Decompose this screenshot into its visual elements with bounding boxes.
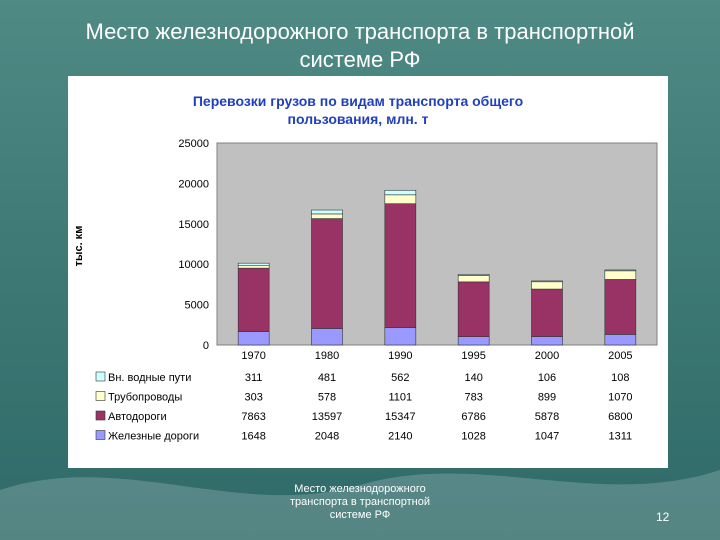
y-tick-label: 5000 — [185, 300, 209, 312]
y-tick-label: 25000 — [178, 138, 209, 150]
table-cell-value: 1070 — [608, 392, 632, 404]
bar-segment — [457, 274, 490, 276]
table-cell-value: 7863 — [241, 411, 265, 423]
bar-segment — [457, 281, 490, 337]
bar-segment — [457, 275, 490, 283]
bar-segment — [531, 288, 563, 337]
legend-swatch — [95, 371, 106, 382]
x-tick-label: 1980 — [315, 350, 339, 362]
background-wave — [0, 470, 720, 540]
table-cell-value: 6786 — [461, 411, 485, 423]
legend-label: Вн. водные пути — [108, 372, 191, 384]
table-cell-value: 1101 — [389, 392, 413, 404]
legend-swatch — [95, 430, 106, 440]
table-cell-value: 311 — [245, 372, 263, 384]
table-cell-value: 481 — [318, 372, 336, 384]
bar-segment — [311, 218, 343, 329]
slide-title-line2: системе РФ — [299, 47, 421, 72]
bar-segment — [311, 213, 343, 219]
y-tick-label: 20000 — [178, 178, 209, 190]
x-tick-label: 2005 — [608, 350, 632, 362]
table-cell-value: 1028 — [461, 431, 485, 443]
y-tick-label: 10000 — [178, 259, 209, 271]
bar-segment — [384, 194, 417, 205]
table-cell-value: 783 — [464, 392, 482, 404]
y-tick-label: 15000 — [178, 219, 209, 231]
table-cell-value: 108 — [611, 372, 629, 384]
bar-segment — [384, 327, 417, 346]
legend-label: Железные дороги — [108, 431, 199, 443]
bar-segment — [384, 189, 417, 196]
slide-title-line1: Место железнодорожного транспорта в тран… — [85, 19, 635, 44]
bar-segment — [384, 203, 417, 329]
bar-segment — [311, 209, 343, 215]
y-tick-label: 0 — [203, 340, 209, 352]
table-cell-value: 15347 — [385, 411, 416, 423]
chart-title-line2: пользования, млн. т — [288, 111, 429, 127]
legend-swatch — [95, 410, 106, 421]
chart-title-line1: Перевозки грузов по видам транспорта общ… — [193, 93, 523, 109]
table-cell-value: 13597 — [312, 411, 343, 423]
chart: Перевозки грузов по видам транспорта общ… — [73, 93, 658, 443]
plot-area — [216, 142, 658, 346]
bar-segment — [531, 281, 563, 290]
table-cell-value: 2140 — [388, 431, 412, 443]
bar-segment — [604, 269, 637, 272]
bar-segment — [604, 334, 637, 346]
bar-segment — [531, 280, 563, 283]
bar-segment — [604, 279, 637, 335]
x-tick-label: 1995 — [461, 350, 485, 362]
table-cell-value: 106 — [538, 372, 556, 384]
table-cell-value: 303 — [244, 392, 262, 404]
y-axis-label: тыс. км — [73, 226, 85, 267]
bar-segment — [457, 336, 490, 346]
table-cell-value: 6800 — [608, 411, 632, 423]
bar-segment — [604, 270, 637, 280]
table-cell-value: 140 — [464, 372, 482, 384]
bar-segment — [237, 265, 270, 269]
legend-label: Трубопроводы — [108, 392, 182, 404]
legend-swatch — [95, 391, 106, 401]
page-number: 12 — [656, 510, 670, 524]
legend-label: Автодороги — [108, 411, 167, 423]
table-cell-value: 1311 — [609, 431, 633, 443]
footer-line2: транспорта в транспортной — [290, 496, 430, 508]
table-cell-value: 1047 — [535, 431, 559, 443]
footer-text: Место железнодорожного транспорта в тран… — [260, 483, 460, 522]
footer-line1: Место железнодорожного — [294, 483, 426, 495]
bar-segment — [237, 267, 270, 332]
x-tick-label: 1970 — [241, 350, 265, 362]
x-tick-label: 2000 — [535, 350, 559, 362]
table-cell-value: 578 — [318, 392, 336, 404]
table-cell-value: 562 — [391, 372, 409, 384]
chart-panel: Перевозки грузов по видам транспорта общ… — [68, 76, 668, 468]
table-cell-value: 2048 — [315, 431, 339, 443]
bar-segment — [311, 328, 343, 346]
footer-line3: системе РФ — [329, 509, 391, 521]
slide-title: Место железнодорожного транспорта в тран… — [20, 18, 700, 74]
bar-segment — [531, 336, 563, 346]
x-tick-label: 1990 — [388, 350, 412, 362]
table-cell-value: 1648 — [241, 431, 265, 443]
table-cell-value: 899 — [538, 392, 556, 404]
bar-segment — [237, 262, 270, 267]
table-cell-value: 5878 — [535, 411, 559, 423]
bar-segment — [237, 331, 270, 346]
